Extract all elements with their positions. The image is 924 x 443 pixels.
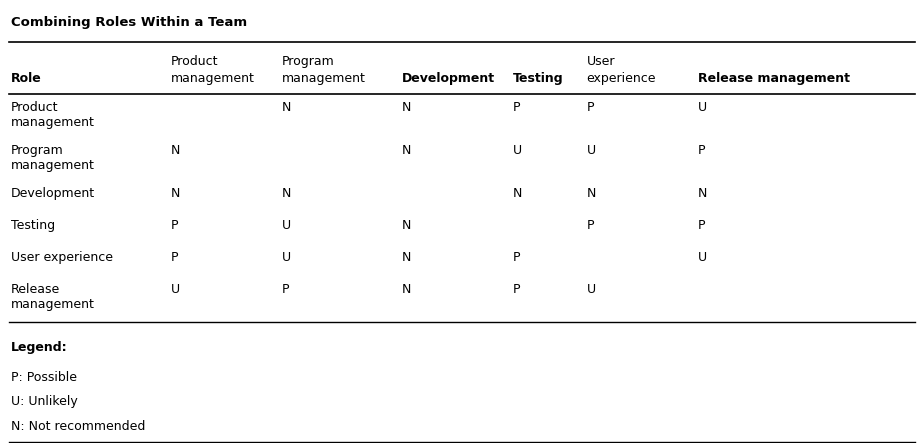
Text: experience: experience — [587, 72, 656, 85]
Text: U: U — [282, 251, 291, 264]
Text: Combining Roles Within a Team: Combining Roles Within a Team — [11, 16, 248, 28]
Text: P: P — [587, 101, 594, 113]
Text: User experience: User experience — [11, 251, 113, 264]
Text: N: N — [171, 144, 180, 157]
Text: Development: Development — [11, 187, 95, 200]
Text: Program
management: Program management — [11, 144, 95, 172]
Text: User: User — [587, 55, 615, 68]
Text: N: N — [282, 187, 291, 200]
Text: N: N — [402, 101, 411, 113]
Text: N: N — [402, 219, 411, 232]
Text: Product
management: Product management — [11, 101, 95, 128]
Text: N: N — [282, 101, 291, 113]
Text: P: P — [698, 144, 705, 157]
Text: U: U — [698, 251, 707, 264]
Text: Testing: Testing — [513, 72, 564, 85]
Text: P: P — [513, 251, 520, 264]
Text: P: P — [282, 283, 289, 296]
Text: Role: Role — [11, 72, 42, 85]
Text: N: N — [698, 187, 707, 200]
Text: P: P — [171, 219, 178, 232]
Text: N: N — [171, 187, 180, 200]
Text: P: P — [513, 283, 520, 296]
Text: P: P — [513, 101, 520, 113]
Text: Program: Program — [282, 55, 334, 68]
Text: U: U — [587, 144, 596, 157]
Text: N: N — [402, 251, 411, 264]
Text: N: N — [402, 283, 411, 296]
Text: U: U — [513, 144, 522, 157]
Text: N: N — [513, 187, 522, 200]
Text: management: management — [171, 72, 255, 85]
Text: U: U — [282, 219, 291, 232]
Text: Release
management: Release management — [11, 283, 95, 311]
Text: U: U — [171, 283, 180, 296]
Text: P: P — [587, 219, 594, 232]
Text: Legend:: Legend: — [11, 341, 67, 354]
Text: N: Not recommended: N: Not recommended — [11, 420, 145, 432]
Text: U: U — [698, 101, 707, 113]
Text: U: U — [587, 283, 596, 296]
Text: U: Unlikely: U: Unlikely — [11, 395, 78, 408]
Text: Testing: Testing — [11, 219, 55, 232]
Text: N: N — [402, 144, 411, 157]
Text: management: management — [282, 72, 366, 85]
Text: P: P — [698, 219, 705, 232]
Text: Product: Product — [171, 55, 218, 68]
Text: P: Possible: P: Possible — [11, 371, 77, 384]
Text: Development: Development — [402, 72, 495, 85]
Text: P: P — [171, 251, 178, 264]
Text: Release management: Release management — [698, 72, 850, 85]
Text: N: N — [587, 187, 596, 200]
